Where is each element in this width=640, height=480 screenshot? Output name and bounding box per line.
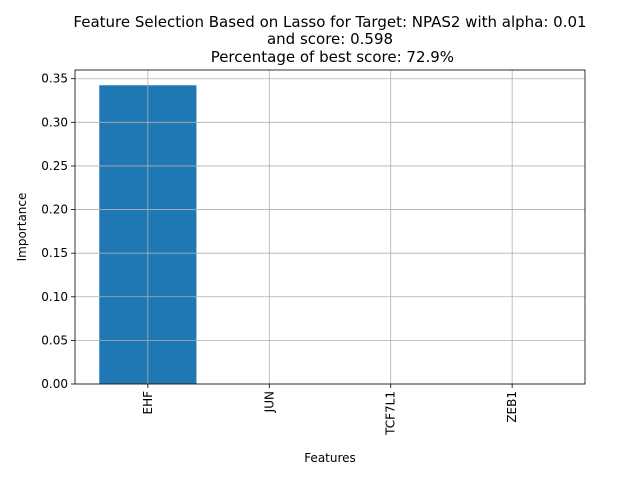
axes-frame — [74, 69, 586, 385]
plot-area: 0.00 0.05 0.10 0.15 0.20 0.25 0.30 0.35 EHF JUN TC… — [41, 69, 586, 436]
x-tick-label-tcf7l1: TCF7L1 — [384, 391, 398, 436]
y-axis-label: Importance — [15, 193, 29, 262]
x-tick-label-jun: JUN — [262, 391, 276, 413]
x-tick-label-zeb1: ZEB1 — [505, 391, 519, 423]
chart-title-line-1: Feature Selection Based on Lasso for Tar… — [73, 13, 586, 31]
y-tick-label: 0.30 — [41, 115, 68, 129]
chart-title-line-3: Percentage of best score: 72.9% — [206, 48, 454, 66]
chart-title-line-2: and score: 0.598 — [267, 30, 393, 48]
y-tick-label: 0.05 — [41, 333, 68, 347]
x-axis-label: Features — [304, 451, 356, 465]
y-tick-label: 0.00 — [41, 377, 68, 391]
y-tick-label: 0.10 — [41, 290, 68, 304]
x-tick-label-ehf: EHF — [141, 391, 155, 415]
y-tick-label: 0.15 — [41, 246, 68, 260]
y-tick-label: 0.25 — [41, 159, 68, 173]
y-tick-label: 0.35 — [41, 72, 68, 86]
y-tick-label: 0.20 — [41, 203, 68, 217]
